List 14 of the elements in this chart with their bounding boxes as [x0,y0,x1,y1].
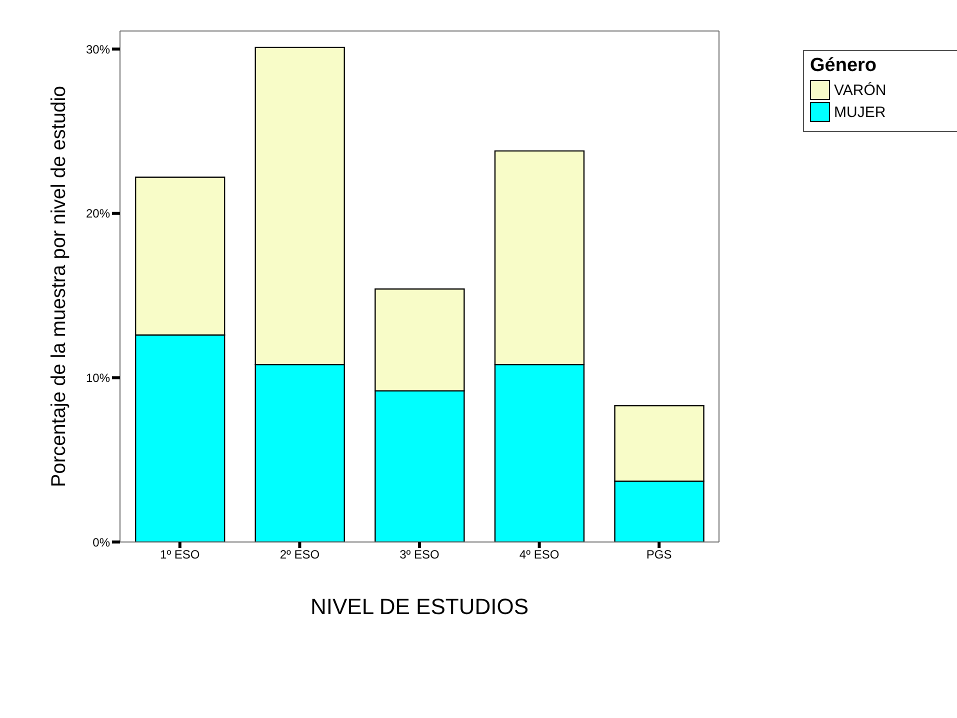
x-axis-title: NIVEL DE ESTUDIOS [310,594,529,619]
x-tick-label: 2º ESO [280,548,320,562]
legend-title: Género [810,55,878,77]
x-tick-label: 3º ESO [400,548,440,562]
x-tick-label: PGS [646,548,672,562]
legend-label: VARÓN [834,82,886,98]
y-tick-label: 20% [86,206,110,221]
legend-label: MUJER [834,104,886,120]
x-tick-label: 1º ESO [160,548,200,562]
y-tick-label: 30% [86,42,110,56]
x-tick-label: 4º ESO [519,548,560,562]
y-axis-title: Porcentaje de la muestra por nivel de estudio [48,86,70,488]
y-tick-label: 10% [86,370,110,385]
y-tick-label: 0% [92,535,110,550]
